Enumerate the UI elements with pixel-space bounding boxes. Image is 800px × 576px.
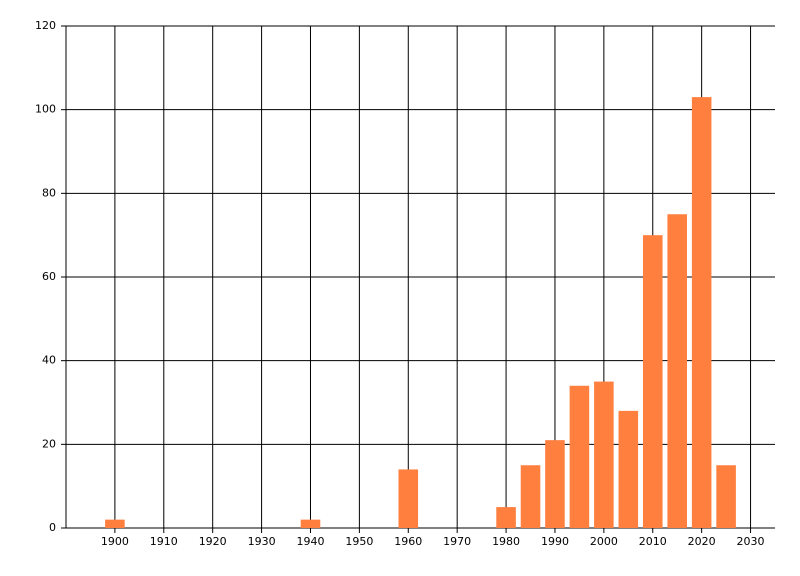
x-tick-label: 1990 (541, 535, 569, 548)
y-tick-label: 20 (42, 437, 56, 450)
x-tick-label: 1920 (199, 535, 227, 548)
x-tick-label: 2010 (639, 535, 667, 548)
bar (520, 465, 541, 528)
y-tick-label: 0 (49, 521, 56, 534)
bar (618, 410, 639, 528)
bar (642, 235, 663, 528)
bar (569, 385, 590, 528)
y-tick-label: 40 (42, 354, 56, 367)
y-tick-label: 60 (42, 270, 56, 283)
bar (300, 519, 321, 528)
bar (496, 507, 516, 528)
bar (716, 465, 736, 528)
y-tick-label: 80 (42, 186, 56, 199)
x-tick-label: 1930 (248, 535, 276, 548)
x-tick-label: 2000 (590, 535, 618, 548)
x-tick-label: 1950 (345, 535, 373, 548)
y-tick-label: 120 (35, 19, 56, 32)
y-tick-label: 100 (35, 103, 56, 116)
x-tick-label: 2020 (688, 535, 716, 548)
bar (667, 214, 687, 528)
bar (691, 97, 712, 528)
x-tick-label: 1900 (101, 535, 129, 548)
bar (545, 440, 565, 528)
x-tick-label: 1960 (394, 535, 422, 548)
x-tick-label: 2030 (737, 535, 765, 548)
bar (594, 381, 614, 528)
x-tick-label: 1980 (492, 535, 520, 548)
bar (105, 519, 125, 528)
x-tick-label: 1970 (443, 535, 471, 548)
x-tick-label: 1940 (296, 535, 324, 548)
x-tick-label: 1910 (150, 535, 178, 548)
bar (398, 469, 419, 528)
